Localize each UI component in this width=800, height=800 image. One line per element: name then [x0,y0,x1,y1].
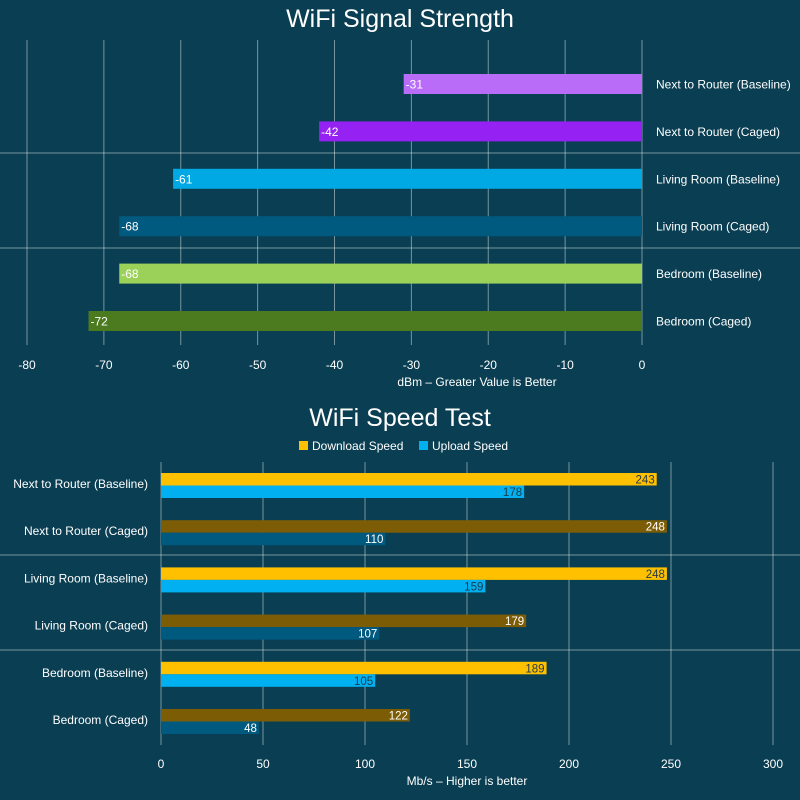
data-label: -68 [121,220,139,234]
bar-download [161,709,410,722]
data-label: 179 [505,616,524,628]
bar-download [161,567,667,580]
bar-download [161,520,667,533]
category-label: Living Room (Caged) [656,220,769,234]
bar-upload [161,674,376,687]
x-tick-label: 0 [158,757,165,771]
x-tick-label: -20 [480,358,498,372]
category-label: Next to Router (Caged) [656,125,780,139]
data-label: -42 [321,125,339,139]
bar-upload [161,627,380,640]
bar-download [161,661,547,675]
category-label: Next to Router (Caged) [24,524,148,538]
category-label: Bedroom (Baseline) [656,267,762,281]
data-label: 107 [358,629,377,641]
data-label: 122 [389,711,408,723]
category-label: Living Room (Caged) [35,619,148,633]
chart1-title: WiFi Signal Strength [286,5,514,33]
bar [119,263,642,284]
data-label: 248 [646,522,665,534]
legend-swatch-upload [419,441,428,450]
data-label: -72 [91,315,109,329]
bar-upload [161,485,525,498]
bar [319,121,642,142]
x-tick-label: -10 [556,358,574,372]
data-label: 48 [244,723,257,735]
x-tick-label: 300 [763,757,783,771]
chart1-xlabel: dBm – Greater Value is Better [397,375,556,389]
chart2-title: WiFi Speed Test [309,404,491,432]
data-label: 105 [354,676,373,688]
x-tick-label: -60 [172,358,190,372]
category-label: Bedroom (Baseline) [42,666,148,680]
bar-upload [161,532,386,546]
legend-label-upload: Upload Speed [432,439,508,453]
x-tick-label: 100 [355,757,375,771]
category-label: Living Room (Baseline) [656,172,780,186]
data-label: 243 [636,475,655,487]
bar [119,216,642,237]
category-label: Next to Router (Baseline) [13,477,148,491]
data-label: 178 [503,487,522,499]
bar-download [161,473,657,486]
data-label: -31 [406,78,424,92]
data-label: -61 [175,172,193,186]
x-tick-label: -70 [95,358,113,372]
data-label: 248 [646,569,665,581]
bar [173,168,642,189]
bar-upload [161,721,259,734]
bar [88,311,642,331]
data-label: -68 [121,267,139,281]
category-label: Bedroom (Caged) [656,315,751,329]
category-label: Living Room (Baseline) [24,571,148,585]
x-tick-label: -30 [403,358,421,372]
x-tick-label: -50 [249,358,267,372]
x-tick-label: 0 [639,358,646,372]
chart2-xlabel: Mb/s – Higher is better [407,774,528,788]
x-tick-label: 50 [256,757,270,771]
bar-upload [161,579,486,593]
data-label: 189 [525,663,544,675]
x-tick-label: -40 [326,358,344,372]
legend-swatch-download [299,441,308,450]
bar-download [161,614,527,628]
x-tick-label: 250 [661,757,681,771]
legend-label-download: Download Speed [312,439,403,453]
x-tick-label: 150 [457,757,477,771]
data-label: 159 [464,581,483,593]
x-tick-label: 200 [559,757,579,771]
category-label: Next to Router (Baseline) [656,78,791,92]
data-label: 110 [365,534,383,546]
category-label: Bedroom (Caged) [53,713,148,727]
bar [403,74,642,94]
chart2-legend: Download Speed Upload Speed [299,439,508,453]
x-tick-label: -80 [18,358,36,372]
